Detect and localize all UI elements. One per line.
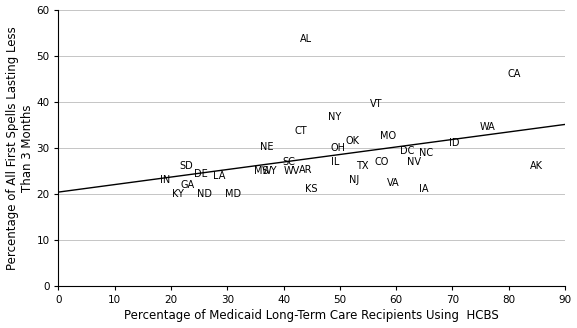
Text: TX: TX xyxy=(356,161,369,171)
Text: WY: WY xyxy=(262,166,277,176)
X-axis label: Percentage of Medicaid Long-Term Care Recipients Using  HCBS: Percentage of Medicaid Long-Term Care Re… xyxy=(124,309,499,322)
Text: IA: IA xyxy=(419,184,429,195)
Y-axis label: Percentage of All First Spells Lasting Less
Than 3 Months: Percentage of All First Spells Lasting L… xyxy=(6,26,33,270)
Text: WA: WA xyxy=(479,122,496,132)
Text: MD: MD xyxy=(225,189,241,198)
Text: VA: VA xyxy=(387,178,400,188)
Text: NY: NY xyxy=(328,112,341,122)
Text: WV: WV xyxy=(284,166,300,176)
Text: IN: IN xyxy=(160,175,171,185)
Text: CO: CO xyxy=(375,157,389,167)
Text: AK: AK xyxy=(530,161,544,171)
Text: KS: KS xyxy=(305,184,318,194)
Text: ND: ND xyxy=(197,189,212,198)
Text: CA: CA xyxy=(508,69,521,79)
Text: DC: DC xyxy=(400,146,414,156)
Text: MO: MO xyxy=(380,131,396,141)
Text: IL: IL xyxy=(331,157,340,167)
Text: KY: KY xyxy=(172,189,184,198)
Text: DE: DE xyxy=(194,169,208,179)
Text: AL: AL xyxy=(300,34,312,44)
Text: SC: SC xyxy=(283,157,295,167)
Text: SD: SD xyxy=(179,161,193,171)
Text: NE: NE xyxy=(260,141,273,152)
Text: NC: NC xyxy=(418,148,433,157)
Text: OH: OH xyxy=(331,143,346,153)
Text: GA: GA xyxy=(181,180,195,190)
Text: NV: NV xyxy=(407,157,421,167)
Text: CT: CT xyxy=(294,126,307,136)
Text: ID: ID xyxy=(448,138,459,148)
Text: OK: OK xyxy=(346,136,359,146)
Text: MS: MS xyxy=(254,166,268,176)
Text: LA: LA xyxy=(213,171,225,181)
Text: VT: VT xyxy=(370,99,383,109)
Text: NJ: NJ xyxy=(349,175,359,185)
Text: AR: AR xyxy=(299,166,313,175)
